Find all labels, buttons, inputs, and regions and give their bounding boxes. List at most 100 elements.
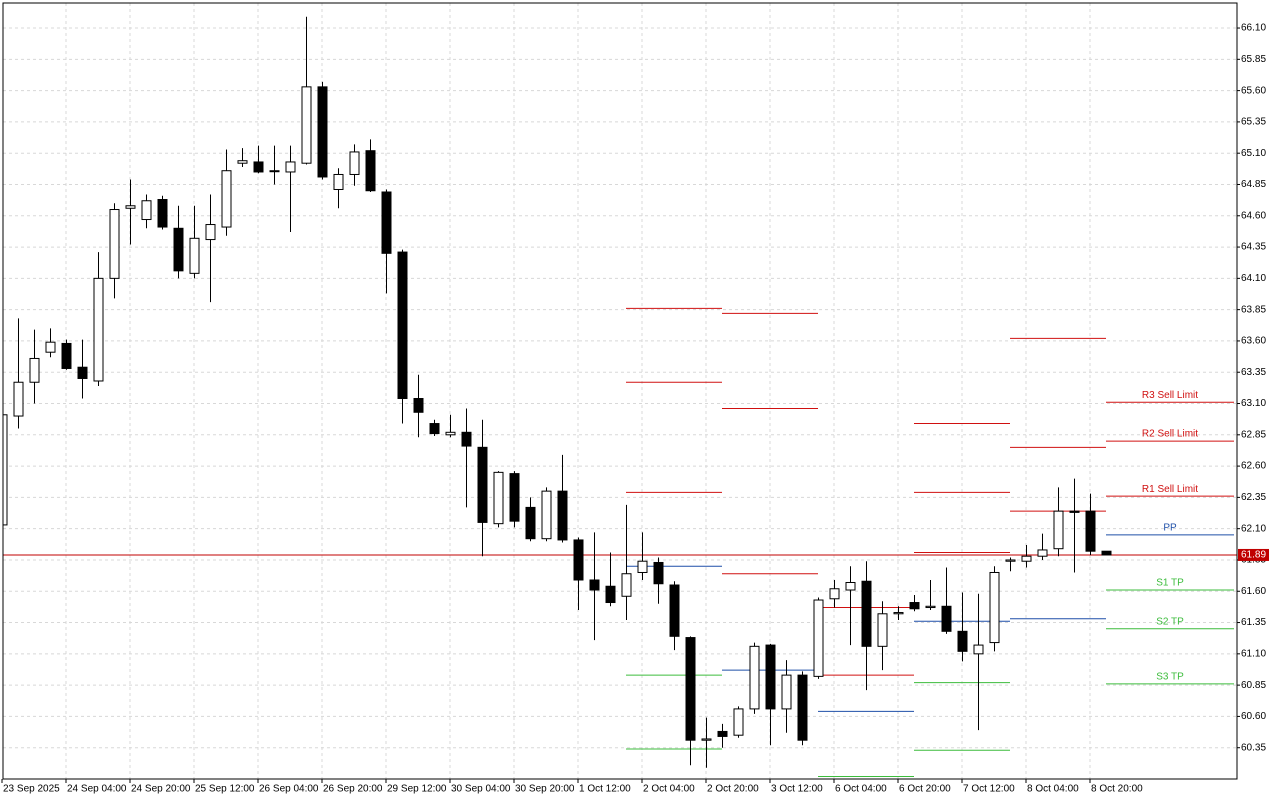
plot-area: R3 Sell Limit R2 Sell Limit R1 Sell Limit P… — [3, 16, 1237, 777]
y-tick-label: 60.35 — [1241, 742, 1266, 753]
candle-body — [1021, 555, 1032, 562]
y-tick-label: 63.10 — [1241, 398, 1266, 409]
y-tick-label: 64.60 — [1241, 210, 1266, 221]
candle-body — [237, 160, 248, 164]
level-label: S2 TP — [1156, 616, 1184, 627]
y-tick-label: 62.35 — [1241, 492, 1266, 503]
y-tick-label: 64.35 — [1241, 242, 1266, 253]
y-tick-label: 64.10 — [1241, 273, 1266, 284]
candle-body — [973, 644, 984, 655]
candle-body — [77, 366, 88, 379]
y-tick-label: 61.10 — [1241, 648, 1266, 659]
candle-body — [845, 581, 856, 591]
candle-body — [365, 150, 376, 192]
x-tick-label: 24 Sep 20:00 — [131, 784, 191, 795]
candle-body — [861, 580, 872, 647]
candle-body — [781, 674, 792, 710]
level-label: R3 Sell Limit — [1142, 390, 1198, 401]
candle-body — [509, 473, 520, 522]
y-tick-label: 65.85 — [1241, 54, 1266, 65]
candle-body — [717, 730, 728, 737]
candle-body — [909, 602, 920, 610]
candle-body — [141, 200, 152, 221]
candle-body — [301, 86, 312, 164]
candle-body — [669, 584, 680, 637]
y-tick-label: 66.10 — [1241, 23, 1266, 34]
candle-body — [589, 579, 600, 591]
candle-body — [205, 224, 216, 241]
candle-body — [573, 539, 584, 581]
x-tick-label: 3 Oct 12:00 — [771, 784, 823, 795]
level-label: R2 Sell Limit — [1142, 429, 1198, 440]
candle-body — [957, 630, 968, 652]
x-tick-label: 8 Oct 04:00 — [1027, 784, 1079, 795]
y-tick-label: 62.85 — [1241, 429, 1266, 440]
candle-body — [413, 398, 424, 413]
candle-body — [461, 431, 472, 447]
plot-frame — [2, 2, 1238, 780]
y-tick-label: 61.35 — [1241, 617, 1266, 628]
y-tick-label: 60.60 — [1241, 711, 1266, 722]
grid — [3, 3, 1237, 779]
candle-body — [109, 209, 120, 279]
candle-body — [61, 342, 72, 369]
candle-body — [877, 613, 888, 647]
candle-body — [429, 423, 440, 435]
x-tick-label: 29 Sep 12:00 — [387, 784, 447, 795]
candle-body — [45, 341, 56, 353]
x-tick-label: 2 Oct 04:00 — [643, 784, 695, 795]
y-tick-label: 62.60 — [1241, 461, 1266, 472]
candle-body — [317, 86, 328, 178]
candle-body — [285, 161, 296, 173]
x-tick-label: 25 Sep 12:00 — [195, 784, 255, 795]
candle-body — [125, 205, 136, 209]
candle-body — [621, 573, 632, 597]
level-label: S1 TP — [1156, 578, 1184, 589]
x-tick-label: 2 Oct 20:00 — [707, 784, 759, 795]
candle-body — [333, 173, 344, 190]
candle-body — [1037, 549, 1048, 557]
x-tick-label: 30 Sep 20:00 — [515, 784, 575, 795]
candle-body — [13, 381, 24, 417]
y-tick-label: 65.60 — [1241, 85, 1266, 96]
x-tick-label: 30 Sep 04:00 — [451, 784, 511, 795]
candle-body — [829, 588, 840, 600]
candle-body — [221, 170, 232, 228]
x-tick-label: 6 Oct 04:00 — [835, 784, 887, 795]
candle-body — [685, 637, 696, 741]
x-tick-label: 7 Oct 12:00 — [963, 784, 1015, 795]
candle-body — [1053, 510, 1064, 550]
y-tick-label: 63.60 — [1241, 336, 1266, 347]
candle-body — [797, 674, 808, 741]
candle-body — [525, 506, 536, 540]
candle-body — [749, 645, 760, 710]
candle-body — [397, 251, 408, 400]
axes: 60.3560.6060.8561.1061.3561.6061.8562.10… — [1, 23, 1269, 795]
current-price-tag — [1238, 548, 1269, 561]
candle-body — [157, 199, 168, 228]
level-label: PP — [1163, 523, 1177, 534]
x-tick-label: 24 Sep 04:00 — [67, 784, 127, 795]
x-tick-label: 8 Oct 20:00 — [1091, 784, 1143, 795]
candle-body — [989, 571, 1000, 644]
candle-body — [445, 431, 456, 436]
candle-body — [557, 490, 568, 541]
level-label: S3 TP — [1156, 672, 1184, 683]
level-label: R1 Sell Limit — [1142, 484, 1198, 495]
candle-body — [1005, 559, 1016, 562]
candle-body — [477, 446, 488, 523]
candle-body — [605, 585, 616, 604]
x-tick-label: 23 Sep 2025 — [3, 784, 60, 795]
candle-body — [349, 151, 360, 175]
candle-body — [189, 237, 200, 274]
candle-body — [941, 605, 952, 632]
candle-body — [813, 599, 824, 677]
candle-body — [925, 605, 936, 609]
candle-body — [733, 708, 744, 736]
y-tick-label: 65.35 — [1241, 117, 1266, 128]
candle-body — [1085, 510, 1096, 552]
y-tick-label: 61.60 — [1241, 586, 1266, 597]
x-tick-label: 26 Sep 20:00 — [323, 784, 383, 795]
